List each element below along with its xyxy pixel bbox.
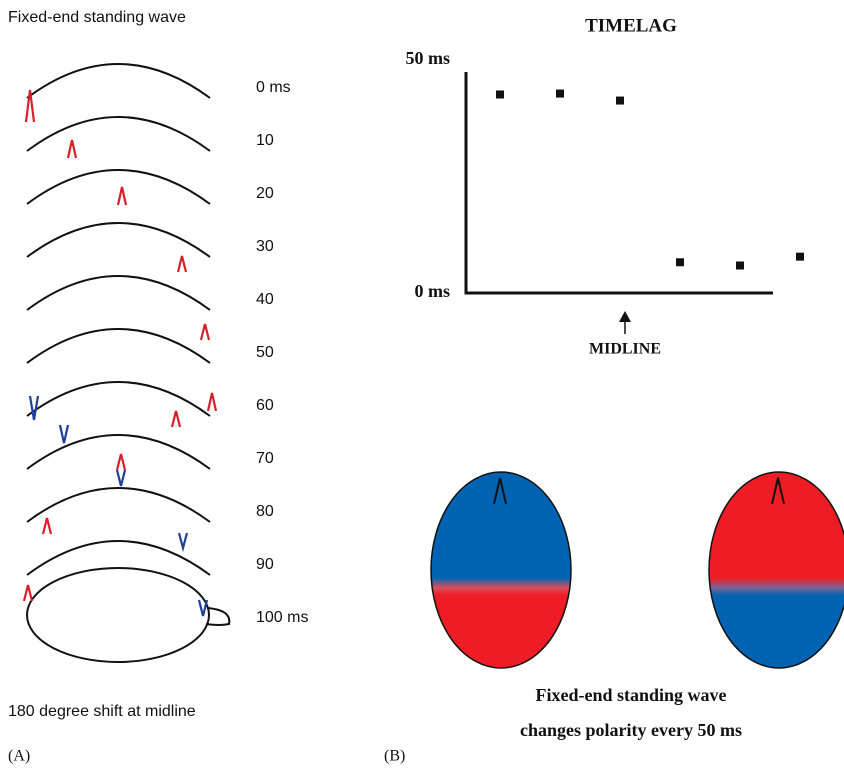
head [708, 471, 844, 669]
y-tick-label: 0 ms [415, 281, 451, 301]
time-label: 0 ms [256, 79, 291, 96]
panel-tag: (B) [384, 748, 405, 765]
scalp-arc [26, 275, 211, 311]
panel-b: TIMELAG MIDLINE Fixed-end standing wave … [384, 15, 844, 765]
scalp-arc [26, 63, 211, 99]
spike [115, 469, 127, 487]
spike [177, 532, 189, 553]
point [676, 258, 684, 267]
point [556, 89, 564, 98]
scalp-arc [26, 222, 211, 258]
spike [66, 139, 78, 159]
time-label: 10 [256, 132, 274, 149]
time-label: 90 [256, 556, 274, 573]
spike [115, 453, 127, 471]
time-label: 100 ms [256, 609, 308, 626]
scalp-arc [26, 487, 211, 523]
caption: Fixed-end standing wave [535, 685, 726, 705]
head-outline [26, 567, 210, 663]
caption: 180 degree shift at midline [8, 703, 196, 720]
scalp-arc [26, 540, 211, 576]
electrode [771, 477, 785, 505]
chart-title: TIMELAG [585, 15, 677, 36]
caption: changes polarity every 50 ms [520, 720, 742, 740]
point [736, 261, 744, 270]
scalp-arc [26, 434, 211, 470]
y-tick-label: 50 ms [406, 48, 451, 68]
spike [199, 323, 211, 341]
electrode [493, 477, 507, 505]
point [616, 96, 624, 105]
scalp-arc [26, 116, 211, 152]
time-label: 30 [256, 238, 274, 255]
spike [28, 395, 40, 421]
time-label: 70 [256, 450, 274, 467]
nose [205, 607, 231, 626]
head [430, 471, 572, 669]
spike [197, 599, 209, 617]
point [496, 90, 504, 99]
time-label: 60 [256, 397, 274, 414]
time-label: 20 [256, 185, 274, 202]
spike [206, 392, 218, 412]
time-label: 80 [256, 503, 274, 520]
scalp-arc [26, 328, 211, 364]
spike [176, 255, 188, 273]
annotation: MIDLINE [589, 341, 661, 358]
scalp-arc [26, 169, 211, 205]
arrow-head [619, 311, 631, 322]
spike [170, 410, 182, 428]
spike [24, 89, 36, 123]
spike [22, 584, 34, 602]
time-label: 40 [256, 291, 274, 308]
spike [116, 186, 128, 206]
time-label: 50 [256, 344, 274, 361]
spike [58, 424, 70, 444]
panel-title: Fixed-end standing wave [8, 9, 186, 26]
panel-a: Fixed-end standing wave 180 degree shift… [8, 9, 308, 764]
scalp-arc [26, 381, 211, 417]
spike [41, 517, 53, 535]
point [796, 252, 804, 261]
panel-tag: (A) [8, 748, 30, 765]
